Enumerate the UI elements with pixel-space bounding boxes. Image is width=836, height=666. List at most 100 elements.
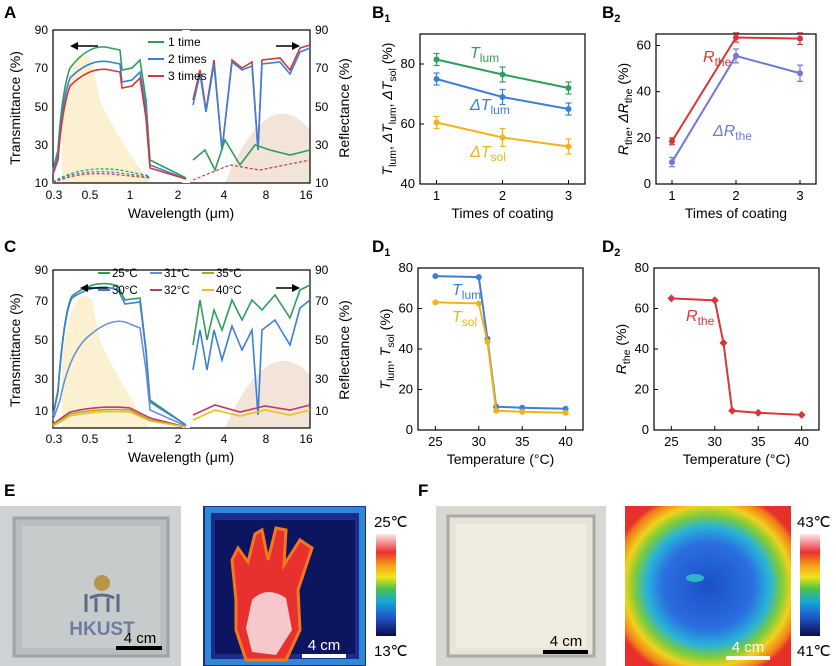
y-tick-label: 40: [635, 341, 649, 356]
data-point: [565, 143, 572, 150]
tick-label: 70: [315, 61, 329, 75]
tick-label: 2: [175, 432, 182, 446]
chart-b1: 1 2 3 40 60 80 Times of coating Tlum, ΔTlum, ΔT…: [379, 33, 586, 221]
tick-label: 30: [315, 138, 329, 152]
series-lines-a: [52, 44, 311, 180]
scale-bar-label: 4 cm: [308, 637, 341, 654]
x-tick-label: 35: [515, 434, 529, 449]
series-label: ΔTsol: [469, 144, 506, 164]
x-tick-label: 35: [751, 434, 765, 449]
x-axis-label: Temperature (°C): [447, 451, 555, 467]
data-point: [669, 138, 675, 145]
tick-label: 16: [299, 188, 313, 202]
tick-label: 50: [315, 333, 329, 347]
data-point: [433, 119, 440, 126]
series-label: ΔTlum: [469, 97, 510, 117]
data-point: [797, 35, 803, 42]
panel-label-c: C: [4, 237, 16, 256]
data-point: [710, 296, 719, 305]
x-tick-label: 3: [796, 188, 803, 203]
tick-label: 0.5: [82, 432, 99, 446]
x-ticks-a: 0.3 0.5 1 2 4 8 16: [46, 188, 313, 202]
tick-label: 2: [175, 188, 182, 202]
colorbar-max-label: 25℃: [374, 514, 408, 531]
legend-a: 1 time 2 times 3 times: [148, 35, 207, 83]
tick-label: 4: [221, 188, 228, 202]
x-axis-label: Times of coating: [685, 205, 787, 221]
tick-label: 16: [299, 432, 313, 446]
data-point: [565, 85, 572, 91]
series-lines-c: [52, 282, 311, 428]
tick-label: 50: [315, 100, 329, 114]
y-tick-label: 20: [635, 382, 649, 397]
tick-label: 70: [315, 294, 329, 308]
y-axis-label-right-c: Reflectance (%): [336, 300, 352, 400]
x-tick-label: 25: [428, 434, 442, 449]
data-point: [499, 94, 506, 100]
series-line: [671, 297, 802, 416]
y-tick-label: 40: [399, 341, 413, 356]
data-point: [484, 338, 491, 345]
data-point: [519, 408, 526, 415]
series-line-1-time: [52, 46, 187, 179]
glass-pane-opaque: [456, 524, 586, 648]
data-point: [432, 299, 439, 306]
axes-frame-c: [52, 269, 311, 429]
data-point: [433, 56, 440, 63]
tick-label: 70: [35, 294, 49, 308]
data-point: [667, 294, 676, 303]
tick-label: 0.3: [46, 188, 63, 202]
panel-label-d2: D2: [602, 237, 620, 259]
tick-label: 10: [35, 176, 49, 190]
y-tick-label: 60: [399, 301, 413, 316]
colorbar-min-label: 41℃: [797, 643, 831, 660]
y-axis-label-left-a: Transmittance (%): [7, 51, 23, 165]
y-ticks-left-a: 10 30 50 70 90: [35, 23, 49, 190]
x-axis-label: Temperature (°C): [683, 451, 791, 467]
glass-pane: [22, 526, 160, 648]
series-label: Tsol: [452, 309, 477, 329]
x-tick-label: 30: [708, 434, 722, 449]
y-tick-label: 80: [635, 260, 649, 275]
data-point: [432, 273, 439, 280]
data-point: [754, 408, 763, 417]
data-point: [733, 34, 739, 41]
tick-label: 1: [127, 188, 134, 202]
y-tick-label: 0: [644, 176, 651, 191]
scale-bar-label: 4 cm: [550, 633, 583, 650]
legend-label: 1 time: [168, 35, 201, 49]
data-point: [562, 409, 569, 416]
data-point: [433, 76, 440, 82]
panel-label-b2: B2: [602, 3, 620, 25]
data-point: [797, 410, 806, 419]
x-tick-label: 3: [565, 188, 572, 203]
tick-label: 90: [35, 23, 49, 37]
tick-label: 50: [35, 333, 49, 347]
tick-label: 0.3: [46, 432, 63, 446]
x-axis-label-c: Wavelength (μm): [128, 449, 234, 465]
series-line-reflect-1: [192, 138, 311, 173]
tick-label: 30: [35, 372, 49, 386]
panel-a-spectra: 1 time 2 times 3 times 10 30 50 70 90 10…: [7, 23, 352, 221]
y-axis-label-left-c: Transmittance (%): [7, 293, 23, 407]
y-axis-label: Rthe, ΔRthe (%): [615, 63, 635, 155]
solar-spectrum-fill: [62, 296, 150, 428]
tick-label: 90: [315, 23, 329, 37]
chart-d1: 25 30 35 40 0 20 40 60 80 Temperature (°C) Tlum, T…: [377, 260, 584, 467]
y-axis-label: Tlum, Tsol (%): [377, 309, 397, 390]
hkust-logo: HKUST: [69, 575, 135, 640]
logo-text: HKUST: [69, 619, 135, 640]
chart-d2: 25 30 35 40 0 20 40 60 80 Temperature (°C) Rthe (%…: [613, 260, 820, 467]
y-tick-label: 60: [401, 116, 415, 131]
colorbar-max-label: 43℃: [797, 514, 831, 531]
y-tick-label: 20: [399, 382, 413, 397]
colorbar-min-label: 13℃: [374, 643, 408, 660]
y-tick-label: 60: [635, 301, 649, 316]
tick-label: 10: [35, 404, 49, 418]
y-tick-label: 0: [406, 422, 413, 437]
y-ticks-right-c: 10 30 50 70 90: [315, 263, 329, 418]
series-label: Tlum: [452, 282, 481, 302]
tick-label: 1: [127, 432, 134, 446]
y-tick-label: 20: [637, 130, 651, 145]
